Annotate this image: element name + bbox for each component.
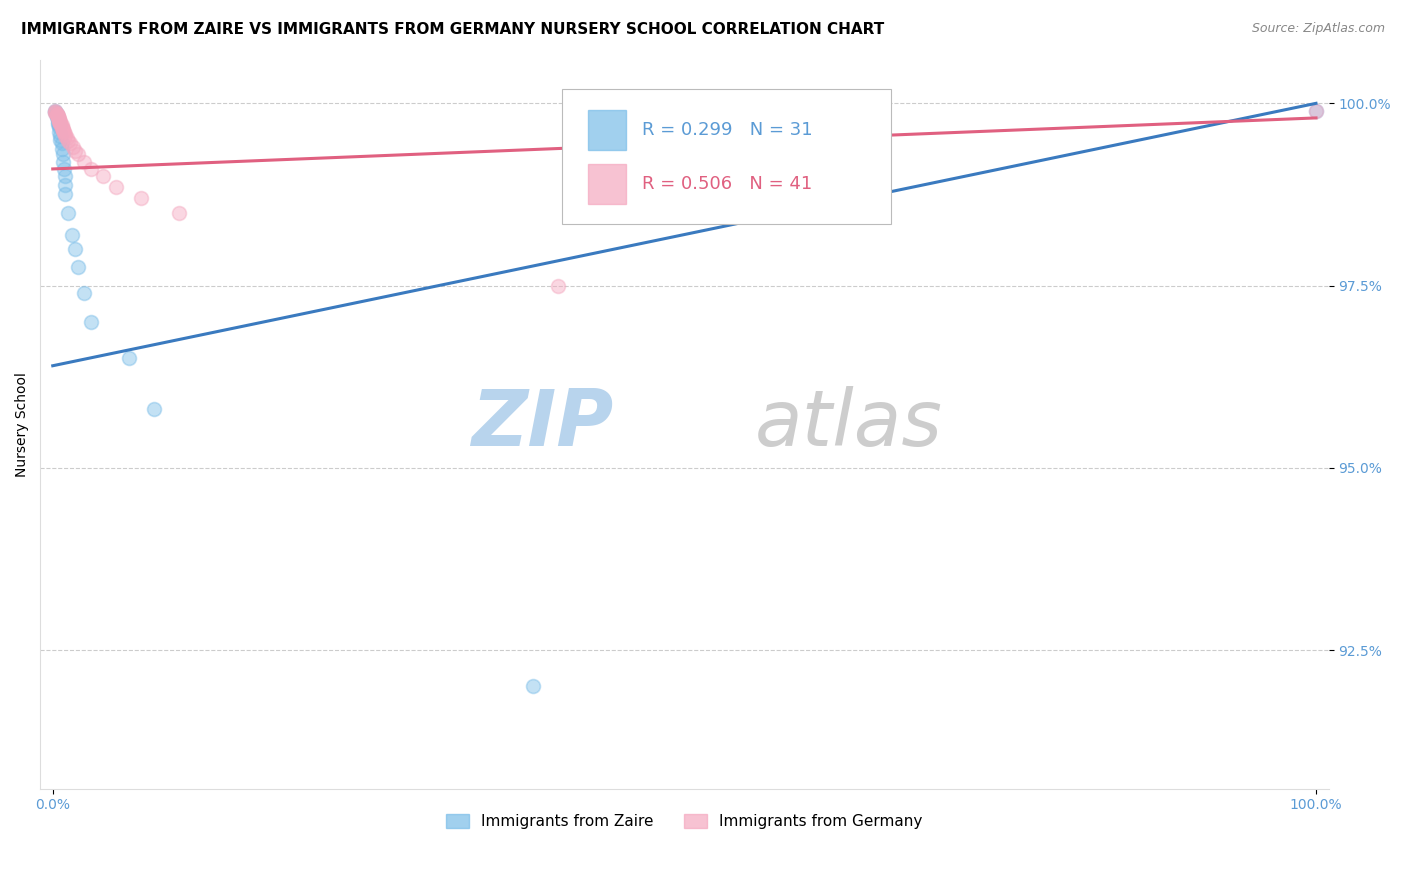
Point [53, 127, 76, 141]
Point [56, 134, 79, 148]
Point [53, 187, 76, 202]
Point [45, 107, 67, 121]
Point [44, 105, 66, 120]
Point [48, 112, 70, 127]
Point [44, 103, 66, 118]
Point [48, 118, 70, 132]
Point [46, 111, 69, 125]
Point [104, 180, 127, 194]
Legend: Immigrants from Zaire, Immigrants from Germany: Immigrants from Zaire, Immigrants from G… [440, 808, 929, 836]
Point [142, 402, 165, 417]
Point [48, 112, 70, 126]
Point [44, 103, 66, 118]
Point [167, 205, 190, 219]
Point [45, 106, 67, 120]
Point [53, 126, 76, 140]
Point [91, 169, 114, 184]
Point [53, 129, 76, 144]
Point [49, 116, 72, 130]
Point [46, 117, 69, 131]
Point [51, 120, 73, 134]
Point [49, 129, 72, 144]
Point [48, 113, 70, 128]
Point [73, 154, 96, 169]
Point [48, 113, 70, 128]
Point [45, 109, 67, 123]
Point [44, 105, 66, 120]
Text: IMMIGRANTS FROM ZAIRE VS IMMIGRANTS FROM GERMANY NURSERY SCHOOL CORRELATION CHAR: IMMIGRANTS FROM ZAIRE VS IMMIGRANTS FROM… [21, 22, 884, 37]
Point [48, 120, 70, 135]
Point [51, 118, 73, 132]
Point [117, 351, 139, 366]
Point [1305, 103, 1327, 118]
Bar [588, 164, 627, 204]
Point [51, 121, 73, 136]
Point [45, 108, 67, 122]
Point [46, 112, 69, 127]
Point [46, 110, 69, 124]
Point [65, 242, 87, 256]
Point [44, 105, 66, 120]
Point [62, 140, 84, 154]
Point [60, 227, 83, 242]
Point [46, 110, 69, 124]
Point [52, 154, 75, 169]
Point [49, 133, 72, 147]
Point [522, 680, 544, 694]
Point [46, 109, 69, 123]
Point [129, 191, 152, 205]
Point [79, 161, 101, 176]
Text: ZIP: ZIP [471, 386, 613, 462]
Point [52, 147, 75, 161]
Point [1305, 103, 1327, 118]
Point [53, 169, 76, 184]
Point [79, 315, 101, 329]
Point [49, 117, 72, 131]
Y-axis label: Nursery School: Nursery School [15, 372, 30, 476]
Point [48, 126, 70, 140]
Point [547, 278, 569, 293]
Point [52, 123, 75, 137]
Text: R = 0.299   N = 31: R = 0.299 N = 31 [643, 121, 813, 139]
Bar [588, 110, 627, 150]
Point [59, 136, 82, 151]
Point [55, 131, 77, 145]
Point [51, 136, 73, 151]
Point [51, 142, 73, 156]
Point [48, 114, 70, 128]
Point [66, 260, 89, 275]
Text: R = 0.506   N = 41: R = 0.506 N = 41 [643, 175, 813, 194]
Point [73, 285, 96, 300]
Text: atlas: atlas [755, 386, 943, 462]
Point [49, 115, 72, 129]
Point [45, 110, 67, 124]
Point [52, 121, 75, 136]
Point [56, 205, 79, 219]
Point [53, 178, 76, 192]
Point [46, 114, 69, 128]
Point [65, 144, 87, 158]
Point [45, 107, 67, 121]
Point [66, 147, 89, 161]
Point [52, 124, 75, 138]
Text: Source: ZipAtlas.com: Source: ZipAtlas.com [1251, 22, 1385, 36]
Point [53, 161, 76, 176]
FancyBboxPatch shape [562, 89, 890, 224]
